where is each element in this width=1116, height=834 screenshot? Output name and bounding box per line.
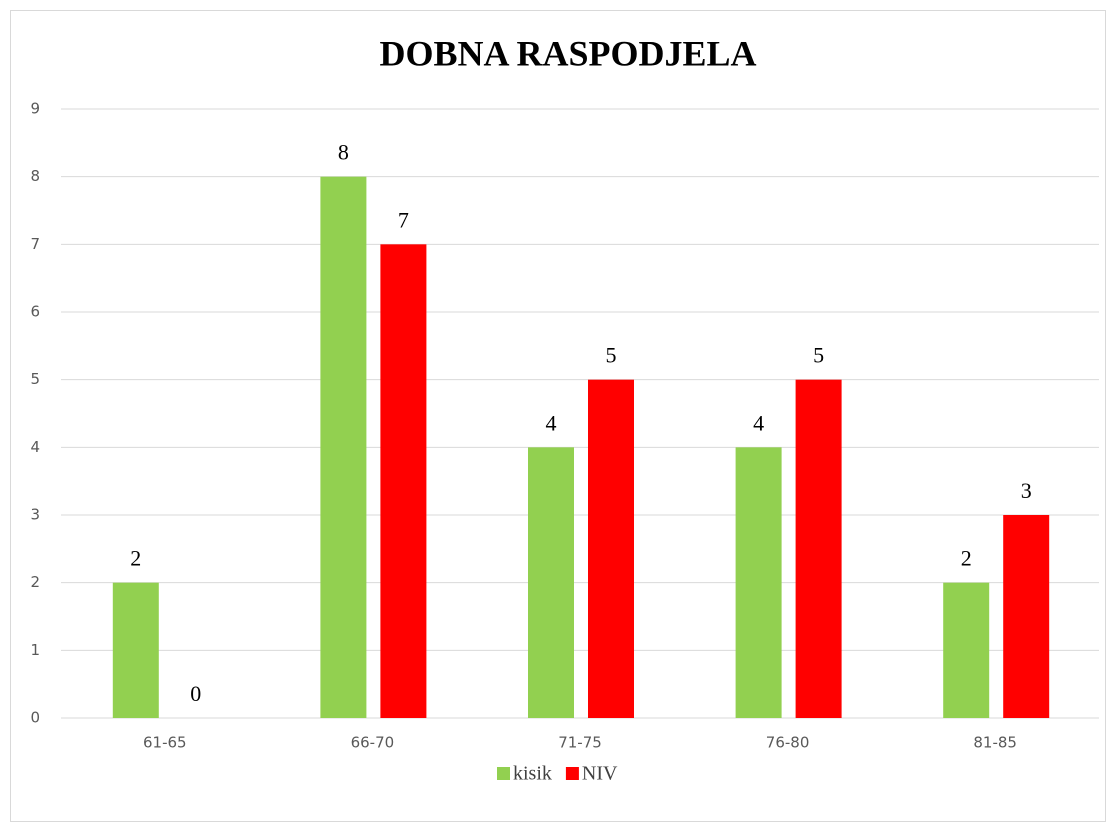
data-label: 5: [813, 343, 824, 368]
data-label: 4: [753, 410, 764, 435]
chart-title: DOBNA RASPODJELA: [379, 33, 756, 73]
y-tick-label: 6: [30, 303, 40, 321]
data-label: 2: [130, 546, 141, 571]
legend-label: NIV: [582, 763, 618, 785]
bar: [528, 447, 574, 718]
bar: [380, 244, 427, 719]
y-tick-label: 1: [30, 641, 40, 659]
bar: [112, 582, 159, 718]
legend-swatch: [565, 767, 579, 780]
x-tick-label: 66-70: [351, 734, 395, 752]
data-label: 0: [190, 681, 201, 706]
y-tick-label: 2: [30, 573, 40, 591]
y-tick-label: 9: [30, 100, 40, 118]
x-tick-label: 76-80: [766, 734, 810, 752]
x-tick-label: 81-85: [973, 734, 1017, 752]
legend-label: kisik: [513, 763, 552, 785]
data-label: 8: [338, 140, 349, 165]
x-tick-label: 71-75: [558, 734, 602, 752]
data-label: 4: [546, 410, 557, 435]
bar: [735, 447, 782, 718]
y-tick-label: 7: [30, 235, 40, 253]
y-tick-label: 0: [30, 709, 40, 727]
data-label: 7: [398, 207, 409, 232]
y-tick-label: 8: [30, 167, 40, 185]
y-tick-label: 5: [30, 370, 40, 388]
y-tick-label: 3: [30, 506, 40, 524]
legend-swatch: [497, 767, 510, 780]
bar: [588, 379, 634, 718]
bar: [943, 582, 990, 718]
data-label: 5: [606, 343, 617, 368]
bar: [1003, 515, 1050, 718]
data-label: 2: [961, 546, 972, 571]
x-tick-label: 61-65: [143, 734, 187, 752]
bar: [795, 379, 842, 718]
data-label: 3: [1021, 478, 1032, 503]
y-tick-label: 4: [30, 438, 40, 456]
bar: [320, 176, 367, 718]
